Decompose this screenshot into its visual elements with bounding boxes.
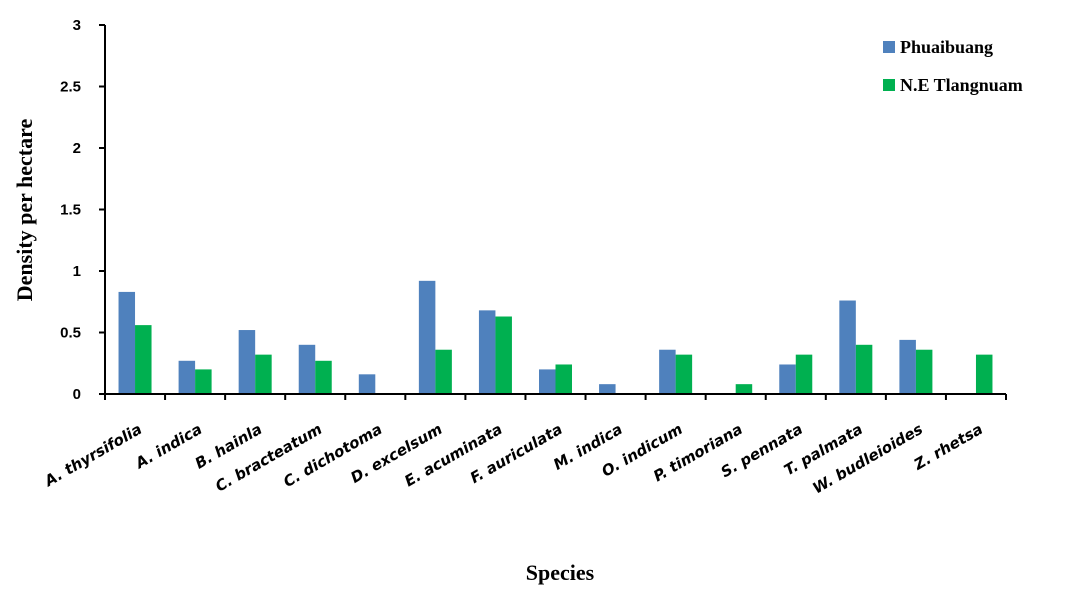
- bars-layer: [118, 280, 993, 394]
- bar-ne-tlangnuam: [495, 316, 512, 394]
- bar-ne-tlangnuam: [435, 349, 452, 394]
- legend-label: N.E Tlangnuam: [900, 75, 1023, 95]
- legend-swatch: [883, 79, 895, 91]
- y-tick-label: 1.5: [60, 202, 81, 219]
- bar-phuaibuang: [178, 360, 196, 394]
- bar-ne-tlangnuam: [915, 349, 933, 394]
- bar-phuaibuang: [539, 369, 556, 394]
- bar-phuaibuang: [418, 280, 436, 394]
- y-tick-label: 2: [73, 140, 81, 157]
- bar-ne-tlangnuam: [975, 354, 993, 394]
- bar-phuaibuang: [358, 374, 376, 394]
- x-category-label: W. budleioides: [809, 420, 925, 498]
- x-axis-ticks: [104, 394, 1007, 400]
- bar-phuaibuang: [599, 384, 616, 394]
- bar-phuaibuang: [118, 291, 136, 394]
- bar-phuaibuang: [659, 349, 676, 394]
- bar-phuaibuang: [478, 310, 496, 394]
- bar-ne-tlangnuam: [675, 354, 693, 394]
- legend-label: Phuaibuang: [900, 37, 993, 57]
- bar-ne-tlangnuam: [735, 384, 753, 394]
- bar-ne-tlangnuam: [195, 369, 212, 394]
- x-axis-title: Species: [526, 560, 595, 585]
- bar-phuaibuang: [779, 364, 796, 394]
- y-tick-label: 0: [73, 386, 81, 403]
- legend: Phuaibuang N.E Tlangnuam: [883, 37, 1023, 95]
- bar-ne-tlangnuam: [795, 354, 813, 394]
- x-category-label: A. indica: [132, 420, 206, 473]
- bar-phuaibuang: [899, 339, 916, 394]
- bar-phuaibuang: [298, 344, 316, 394]
- bar-ne-tlangnuam: [255, 354, 272, 394]
- y-tick-label: 0.5: [60, 325, 81, 342]
- y-tick-label: 2.5: [60, 79, 81, 96]
- y-tick-label: 1: [73, 263, 81, 280]
- y-axis-title: Density per hectare: [12, 119, 37, 302]
- bar-ne-tlangnuam: [315, 360, 332, 394]
- bar-ne-tlangnuam: [855, 344, 873, 394]
- y-tick-label: 3: [73, 17, 81, 34]
- legend-swatch: [883, 41, 895, 53]
- bar-phuaibuang: [238, 330, 256, 394]
- y-axis-ticks: 0 0.5 1 1.5 2 2.5 3: [60, 17, 105, 403]
- x-category-label: A. thyrsifolia: [41, 420, 145, 491]
- bar-ne-tlangnuam: [555, 364, 572, 394]
- x-category-label: C. bracteatum: [212, 420, 325, 496]
- bar-phuaibuang: [839, 300, 856, 394]
- bar-ne-tlangnuam: [135, 325, 152, 394]
